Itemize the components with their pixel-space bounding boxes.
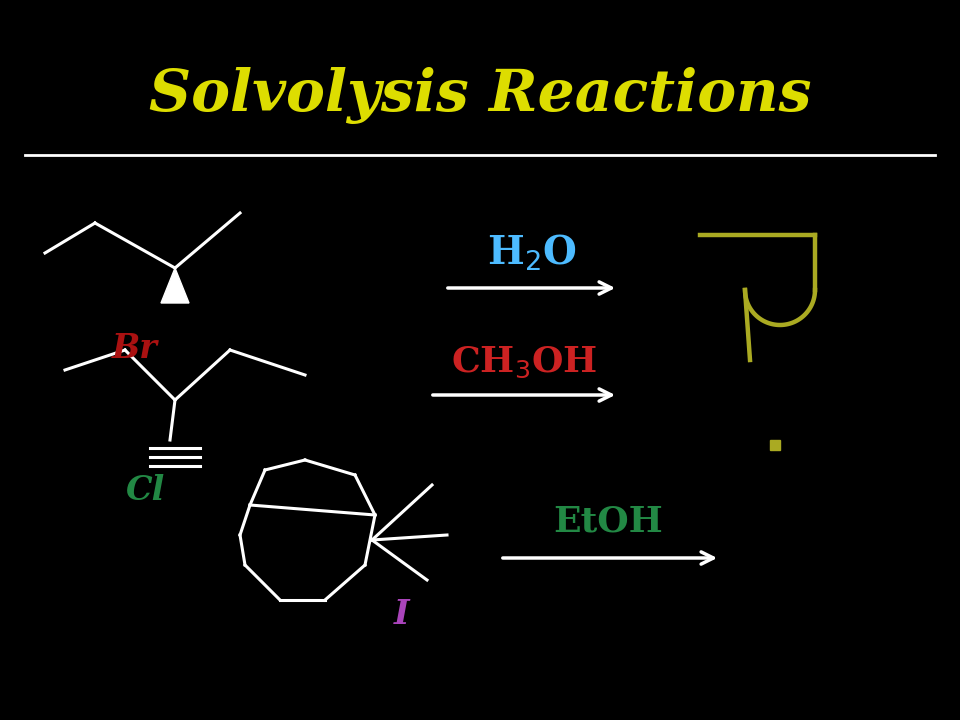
Text: Br: Br bbox=[112, 331, 158, 364]
Text: H$_2$O: H$_2$O bbox=[488, 233, 577, 273]
Text: I: I bbox=[395, 598, 410, 631]
Text: CH$_3$OH: CH$_3$OH bbox=[451, 344, 597, 379]
Polygon shape bbox=[161, 268, 189, 303]
Text: Solvolysis Reactions: Solvolysis Reactions bbox=[149, 66, 811, 124]
Text: EtOH: EtOH bbox=[553, 505, 662, 539]
Text: Cl: Cl bbox=[126, 474, 164, 506]
